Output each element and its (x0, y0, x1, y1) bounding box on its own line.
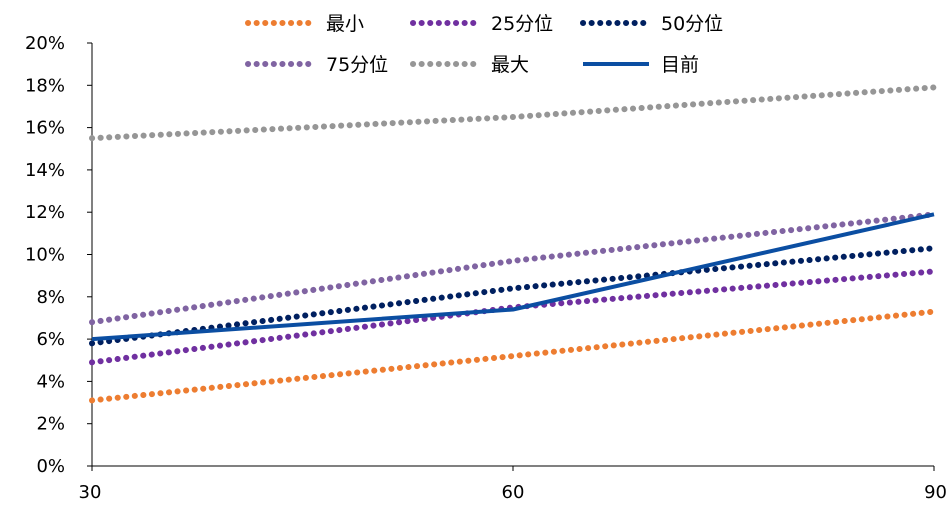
legend: 最小 25分位 50分位 75分位 最大 目前 (245, 13, 723, 76)
legend-item: 最大 (410, 54, 529, 76)
series-line (91, 212, 935, 342)
series-line (89, 308, 937, 404)
legend-item: 75分位 (245, 54, 388, 76)
y-tick-label: 20% (25, 33, 65, 54)
series-lines (89, 84, 937, 404)
legend-item: 最小 (245, 13, 364, 35)
series-line (89, 268, 937, 366)
x-tick-label: 90 (924, 482, 947, 503)
legend-label: 25分位 (491, 13, 553, 35)
series-line (89, 245, 937, 347)
y-tick-label: 8% (36, 287, 65, 308)
y-tick-label: 4% (36, 371, 65, 392)
y-tick-label: 12% (25, 202, 65, 223)
x-tick-label: 30 (79, 482, 102, 503)
legend-item: 目前 (583, 54, 699, 76)
axes: 0% 2% 4% 6% 8% 10% 12% 14% 16% 18% 20% 30 60 90 (25, 33, 947, 503)
y-tick-label: 0% (36, 456, 65, 477)
legend-label: 最大 (491, 54, 529, 76)
legend-label: 最小 (326, 13, 364, 35)
legend-label: 目前 (661, 54, 699, 76)
y-tick-label: 2% (36, 414, 65, 435)
y-tick-label: 18% (25, 75, 65, 96)
y-tick-label: 6% (36, 329, 65, 350)
y-tick-label: 16% (25, 118, 65, 139)
legend-item: 50分位 (580, 13, 723, 35)
y-tick-label: 10% (25, 245, 65, 266)
legend-item: 25分位 (410, 13, 553, 35)
y-tick-label: 14% (25, 160, 65, 181)
legend-label: 50分位 (661, 13, 723, 35)
legend-label: 75分位 (326, 54, 388, 76)
series-line (89, 211, 937, 326)
x-tick-label: 60 (502, 482, 525, 503)
series-line (89, 84, 937, 142)
